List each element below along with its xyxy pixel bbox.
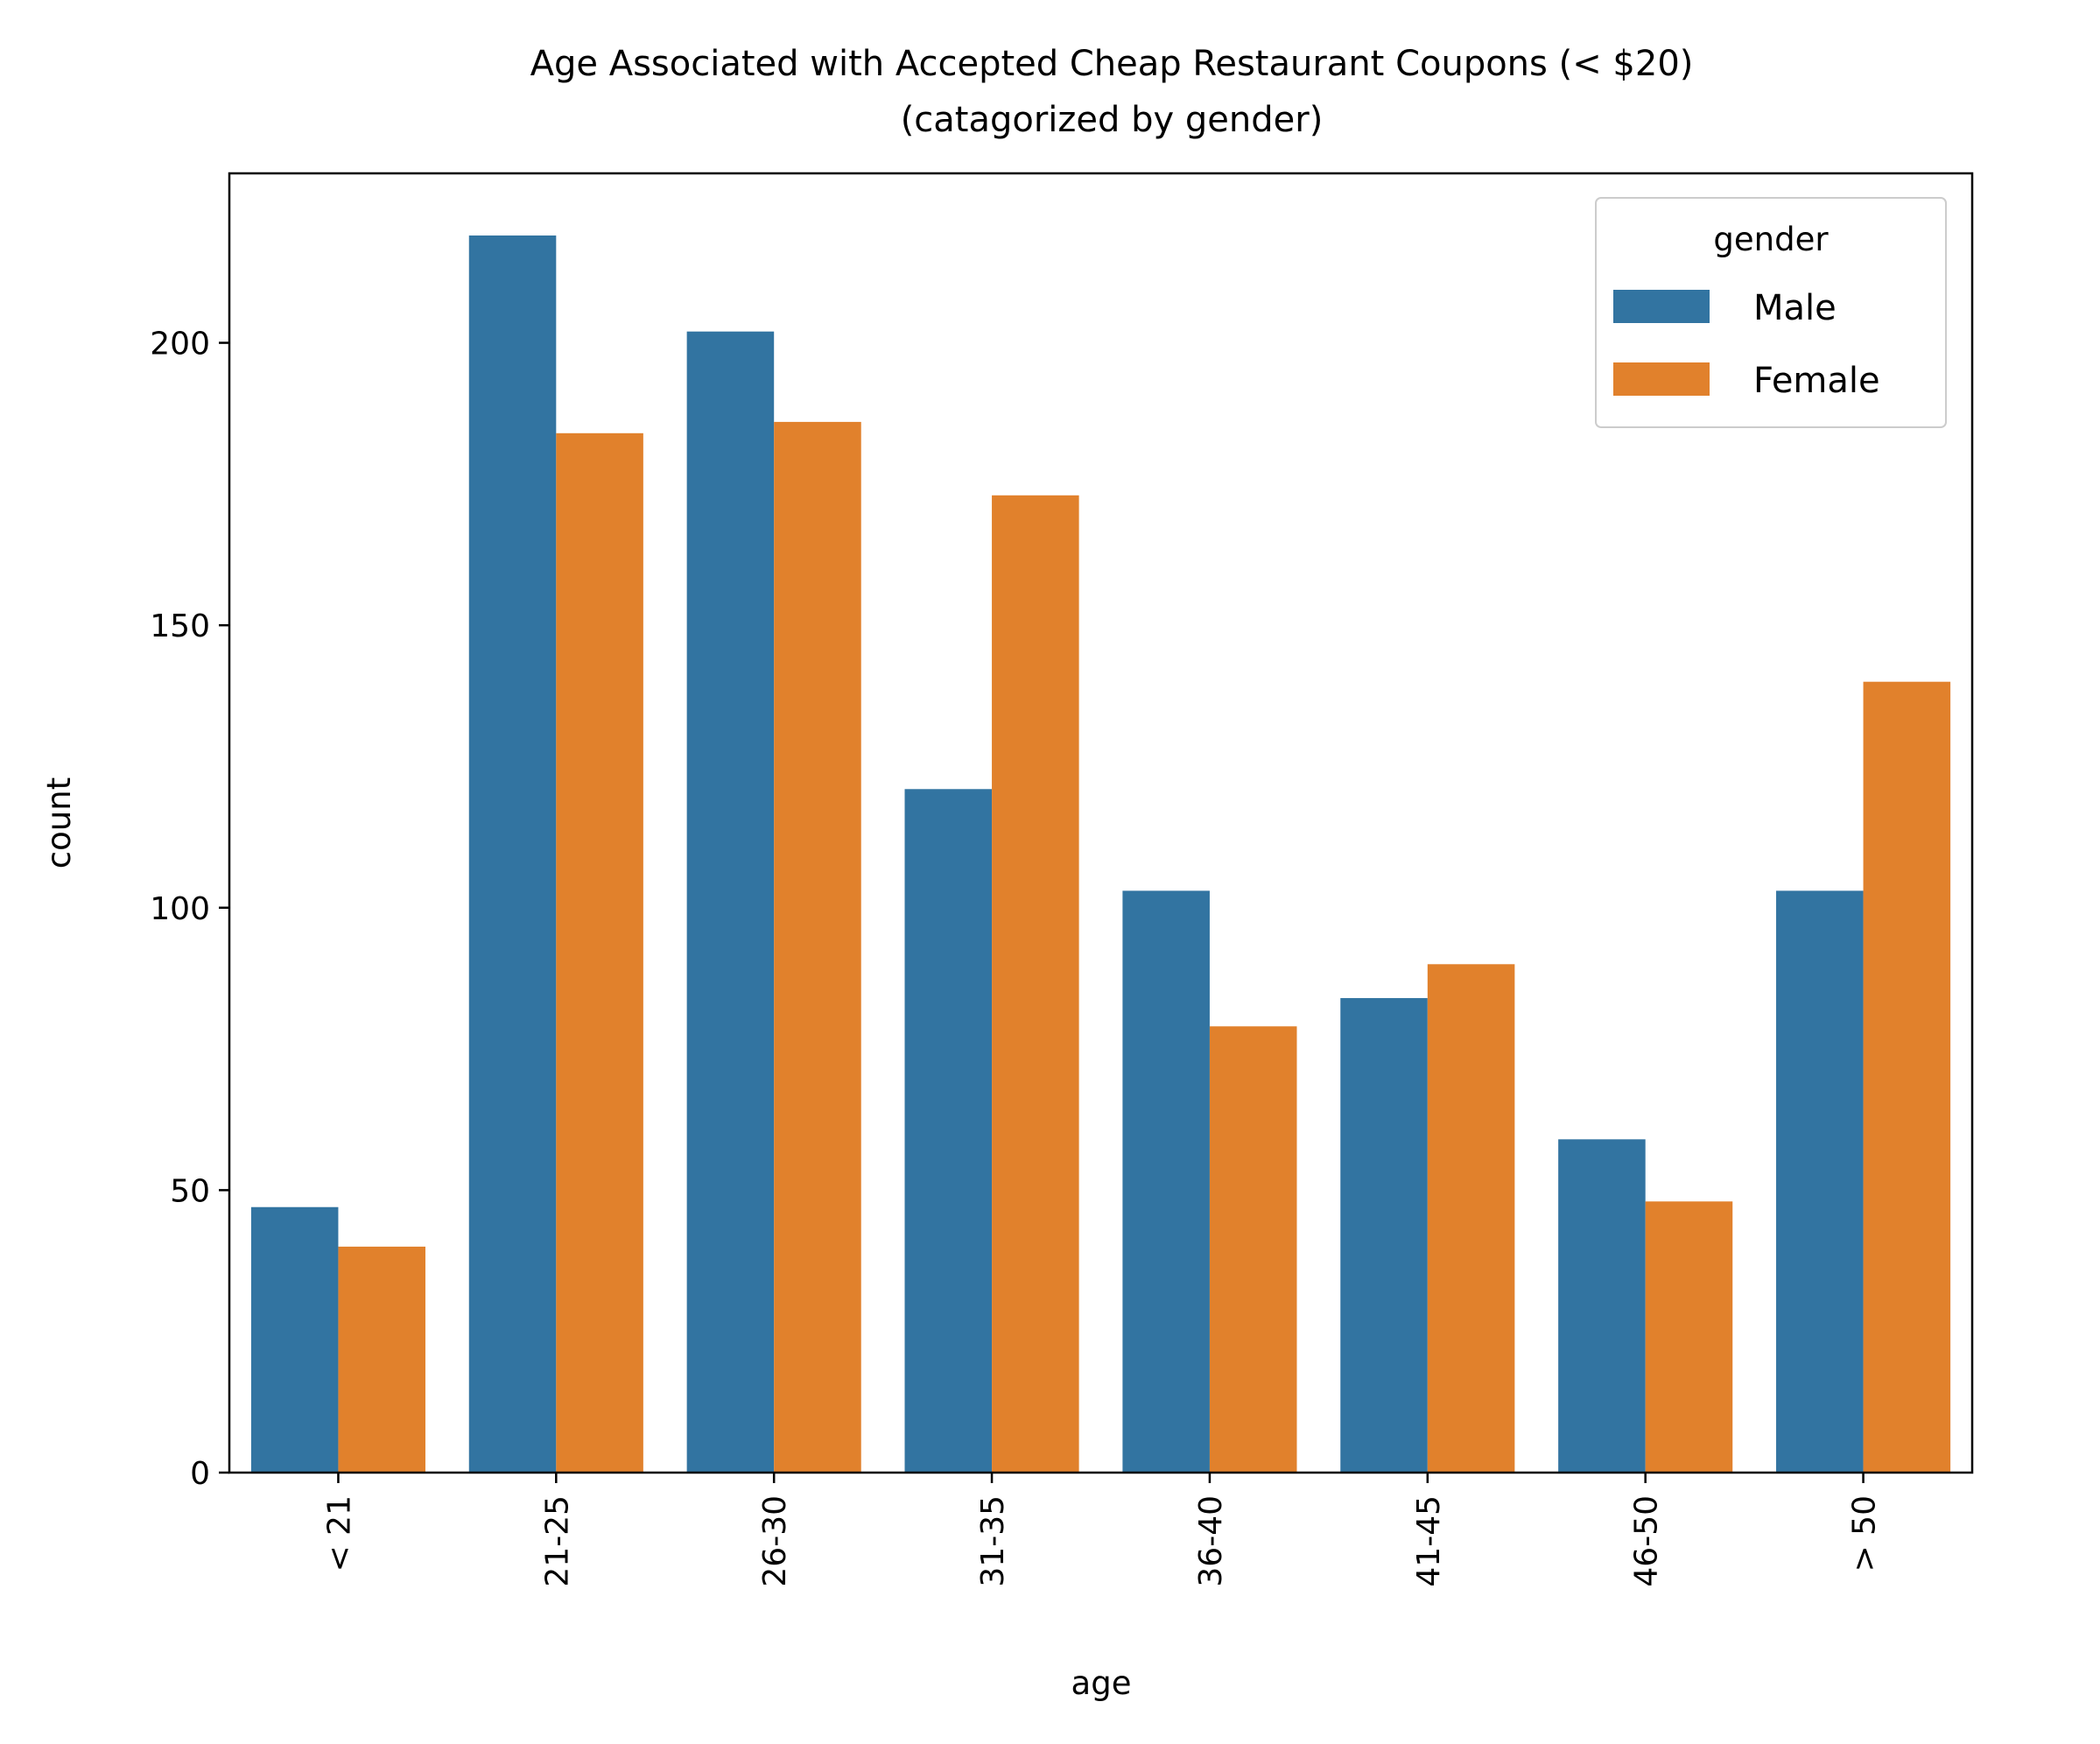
bar-male-7 [1776,890,1864,1473]
bar-female-6 [1645,1201,1733,1473]
plot-frame [228,172,1974,1474]
legend-title: gender [1713,221,1829,258]
x-tick-label: > 50 [1847,1495,1883,1572]
y-tick-label: 200 [150,327,210,362]
legend-swatch-female [1613,362,1710,396]
y-axis-label: count [40,777,78,868]
x-tick-label: < 21 [321,1495,357,1572]
bar-male-5 [1340,998,1428,1473]
bar-male-0 [250,1206,339,1473]
y-tick-label: 150 [150,608,210,644]
bar-male-1 [468,235,557,1473]
legend: gender Male Female [1595,197,1947,428]
bar-female-5 [1427,964,1515,1473]
bar-female-1 [556,432,643,1473]
x-axis-ticks: < 21 21-25 26-30 31-35 36-40 41-45 46-50 > 50 [321,1473,1883,1587]
chart-subtitle: (catagorized by gender) [901,100,1324,140]
bar-female-0 [338,1246,425,1473]
chart-title: Age Associated with Accepted Cheap Resta… [530,44,1694,84]
bar-female-4 [1209,1026,1297,1473]
x-tick-label: 31-35 [975,1495,1011,1587]
bar-male-3 [904,789,993,1473]
bar-male-2 [686,331,775,1473]
y-tick-label: 50 [170,1173,210,1209]
bar-male-6 [1558,1139,1646,1473]
bars-group [250,235,1951,1473]
bar-female-7 [1863,681,1951,1473]
x-axis-label: age [1071,1664,1132,1702]
y-tick-label: 0 [190,1456,210,1492]
legend-swatch-male [1613,290,1710,323]
legend-label-female: Female [1753,361,1880,401]
x-tick-label: 41-45 [1411,1495,1447,1587]
bar-female-3 [992,495,1079,1473]
legend-label-male: Male [1753,288,1837,328]
x-tick-label: 36-40 [1193,1495,1229,1587]
bar-male-4 [1122,890,1210,1473]
x-tick-label: 46-50 [1629,1495,1665,1587]
y-tick-label: 100 [150,891,210,927]
x-tick-label: 21-25 [539,1495,575,1587]
bar-female-2 [774,421,861,1473]
x-tick-label: 26-30 [757,1495,793,1587]
y-axis-ticks: 0 50 100 150 200 [150,327,229,1492]
